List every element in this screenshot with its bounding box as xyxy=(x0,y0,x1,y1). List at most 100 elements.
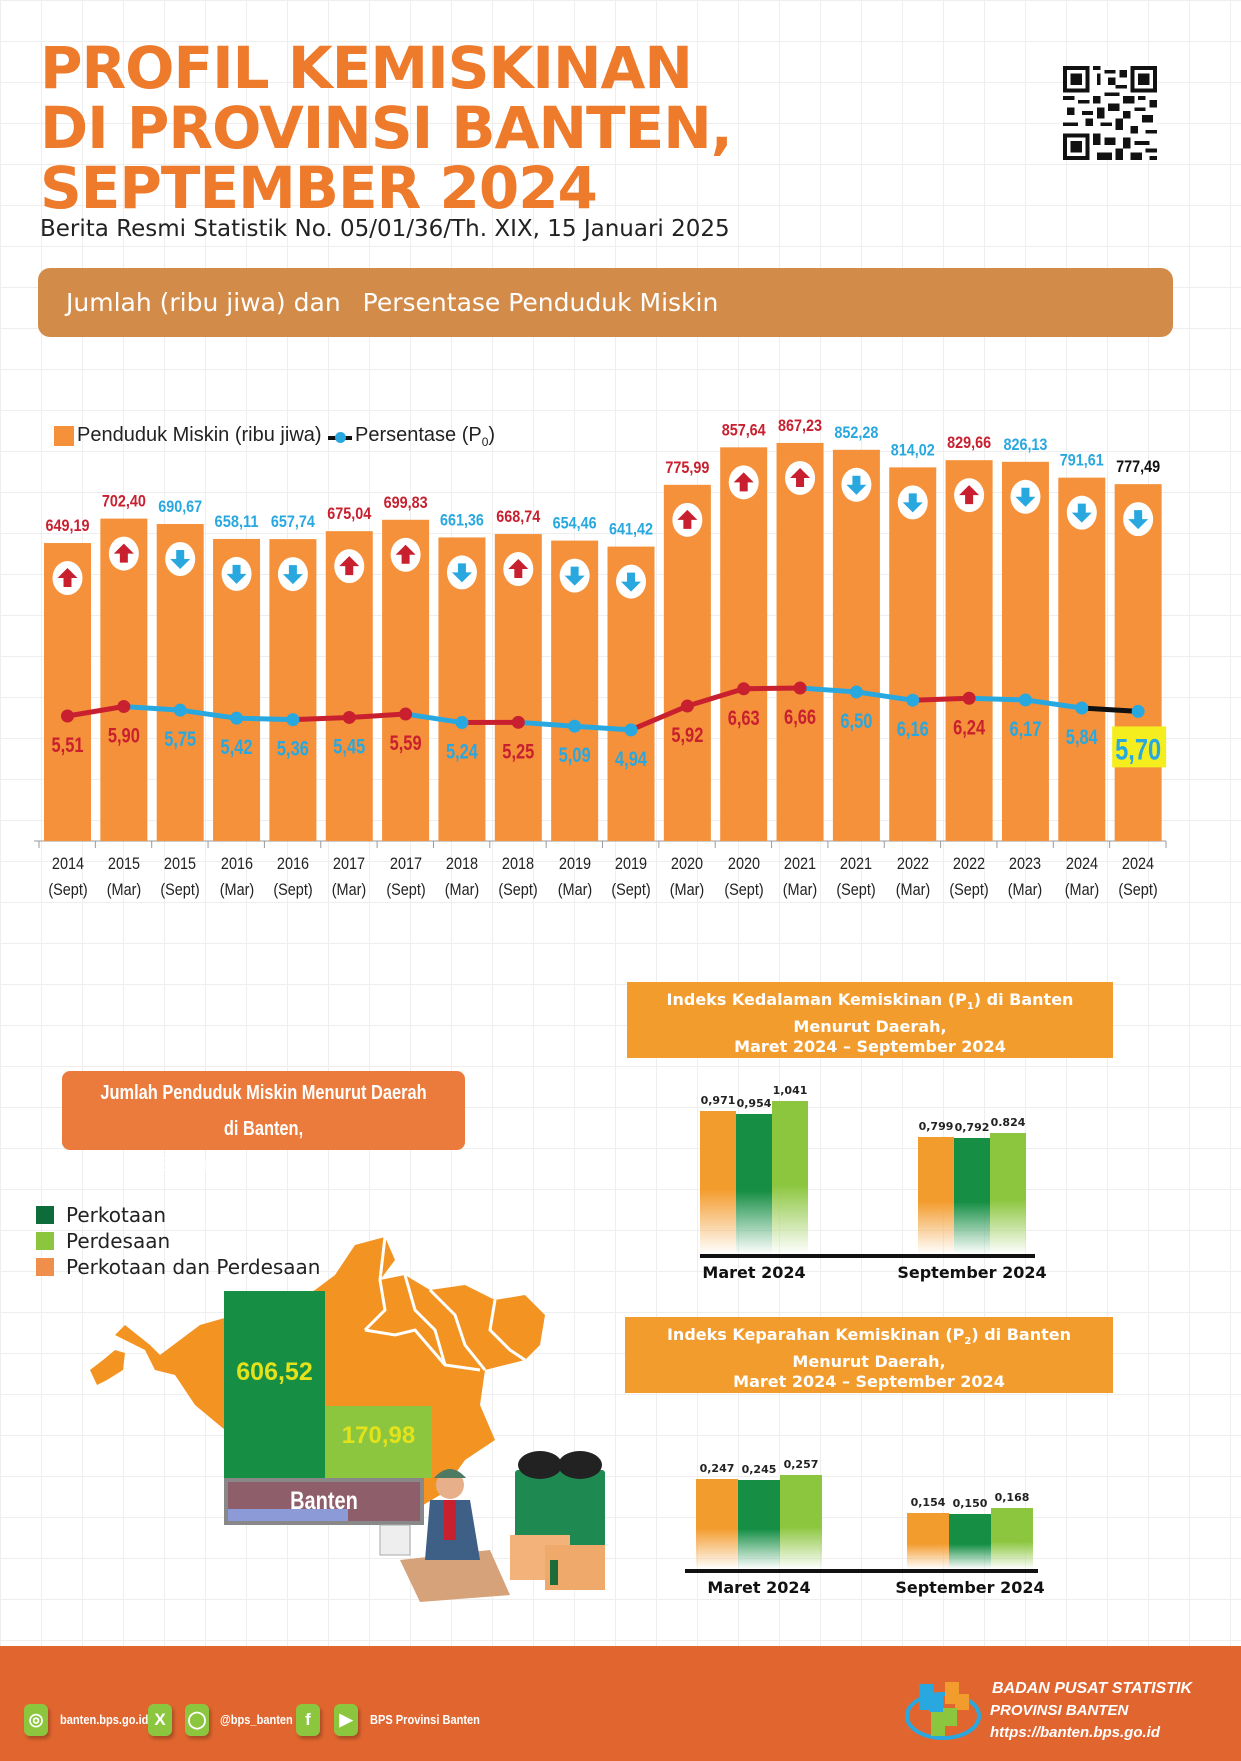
line-segment xyxy=(236,715,293,723)
x-axis-label: 2018 (Sept) xyxy=(494,851,542,903)
line-point xyxy=(1075,701,1089,715)
instagram-icon[interactable]: ◯ xyxy=(185,1704,209,1736)
daerah-legend-label: Perkotaan dan Perdesaan xyxy=(66,1255,321,1279)
x-label-year: 2020 xyxy=(671,854,704,873)
x-axis-label: 2015 (Sept) xyxy=(156,851,204,903)
mini-bar-value: 0,971 xyxy=(700,1094,736,1108)
x-label-year: 2018 xyxy=(445,854,479,873)
trend-badge xyxy=(503,552,534,587)
p1-title-line2: Menurut Daerah, xyxy=(793,1017,947,1037)
mini-axis-line xyxy=(685,1569,1038,1573)
line-value-label: 5,25 xyxy=(502,740,534,763)
mini-bar xyxy=(954,1137,990,1254)
org-province: PROVINSI BANTEN xyxy=(990,1702,1129,1719)
p2-title-line1b: ) di Banten xyxy=(971,1325,1072,1344)
line-value-label: 5,36 xyxy=(277,738,309,761)
website-link[interactable]: banten.bps.go.id xyxy=(60,1712,149,1727)
social-handle[interactable]: @bps_banten xyxy=(220,1712,293,1727)
channel-name[interactable]: BPS Provinsi Banten xyxy=(370,1712,480,1727)
line-point xyxy=(286,713,300,727)
arrow-down-icon xyxy=(846,475,867,495)
legend-item-penduduk: Penduduk Miskin (ribu jiwa) xyxy=(54,424,322,447)
mini-bar-value: 0,799 xyxy=(918,1119,954,1133)
arrow-up-icon xyxy=(57,568,78,588)
bar xyxy=(269,539,317,841)
daerah-legend-label: Perkotaan xyxy=(66,1203,167,1227)
bar-value-label: 657,74 xyxy=(271,512,315,531)
p2-title-sub: 2 xyxy=(964,1336,972,1348)
line-segment xyxy=(912,695,970,703)
legend-item-persentase: Persentase (P0) xyxy=(328,424,495,449)
bar xyxy=(213,538,261,841)
x-label-year: 2016 xyxy=(276,854,309,873)
mini-category-label: September 2024 xyxy=(895,1578,1045,1597)
arrow-down-icon xyxy=(1128,510,1149,530)
x-label-period: (Sept) xyxy=(724,880,764,899)
qr-code-icon[interactable] xyxy=(1063,66,1157,160)
mini-bar xyxy=(696,1478,738,1569)
arrow-up-icon xyxy=(733,472,754,492)
x-axis-label: 2018 (Mar) xyxy=(438,851,486,903)
line-value-label: 5,24 xyxy=(446,741,478,764)
mini-bar-value: 0,150 xyxy=(952,1497,988,1511)
x-label-period: (Mar) xyxy=(219,880,254,899)
line-segment xyxy=(1025,697,1083,711)
line-point xyxy=(399,707,413,721)
x-axis-label: 2020 (Sept) xyxy=(720,851,768,903)
x-label-period: (Sept) xyxy=(1118,880,1158,899)
bar-value-label: 668,74 xyxy=(496,507,540,526)
line-segment xyxy=(405,711,463,726)
mini-bar xyxy=(772,1100,808,1254)
p1-title-line1b: ) di Banten xyxy=(973,990,1074,1009)
section-banner: Jumlah (ribu jiwa) dan Persentase Pendudu… xyxy=(38,268,1173,337)
release-subtitle: Berita Resmi Statistik No. 05/01/36/Th. … xyxy=(40,216,730,242)
bar-value-label: 814,02 xyxy=(891,440,935,459)
x-axis-label: 2017 (Mar) xyxy=(325,851,373,903)
line-value-label: 6,16 xyxy=(897,718,929,741)
mini-bar-value: 0,954 xyxy=(736,1096,772,1110)
region-label: Banten xyxy=(290,1487,358,1515)
section-banner-part1: Jumlah (ribu jiwa) dan xyxy=(66,288,341,317)
line-segment xyxy=(574,723,632,733)
x-label-year: 2020 xyxy=(727,854,760,873)
line-value-label: 5,42 xyxy=(221,736,253,759)
x-icon[interactable]: X xyxy=(148,1704,172,1736)
p1-title-sub: 1 xyxy=(966,1001,974,1013)
x-axis-label: 2024 (Mar) xyxy=(1058,851,1106,903)
mini-bar xyxy=(736,1113,772,1254)
arrow-down-icon xyxy=(1071,503,1092,523)
mini-bar xyxy=(991,1507,1033,1569)
mini-bar xyxy=(780,1475,822,1569)
page-title-line-2: DI PROVINSI BANTEN, xyxy=(40,94,733,162)
x-axis-label: 2021 (Mar) xyxy=(776,851,824,903)
bar-value-label: 702,40 xyxy=(102,492,146,511)
line-segment xyxy=(123,704,181,713)
line-point xyxy=(737,682,751,696)
youtube-icon[interactable]: ▶ xyxy=(334,1704,358,1736)
arrow-down-icon xyxy=(564,566,585,586)
arrow-up-icon xyxy=(395,544,416,564)
bps-logo-icon xyxy=(905,1682,981,1740)
facebook-icon[interactable]: f xyxy=(296,1704,320,1736)
trend-badge xyxy=(616,564,646,599)
bar-value-label: 641,42 xyxy=(609,520,653,539)
bar xyxy=(438,537,486,841)
line-point xyxy=(849,685,863,699)
bar-value-label: 658,11 xyxy=(215,512,259,531)
x-label-year: 2015 xyxy=(107,854,140,873)
x-label-year: 2014 xyxy=(51,854,84,873)
x-axis-label: 2014 (Sept) xyxy=(44,851,92,903)
bar-value-label: 826,13 xyxy=(1003,435,1047,454)
daerah-legend-perdesaan: Perdesaan xyxy=(36,1229,170,1253)
bar xyxy=(720,447,768,841)
line-value-label: 6,17 xyxy=(1009,718,1041,741)
globe-icon[interactable]: ◎ xyxy=(24,1704,48,1736)
bar xyxy=(44,543,91,841)
x-axis-label: 2022 (Mar) xyxy=(889,851,937,903)
banten-map xyxy=(90,1236,545,1510)
x-label-year: 2022 xyxy=(896,854,929,873)
x-label-period: (Sept) xyxy=(160,880,200,899)
org-url[interactable]: https://banten.bps.go.id xyxy=(990,1724,1160,1741)
line-value-label: 5,45 xyxy=(333,735,365,758)
arrow-down-icon xyxy=(902,493,923,513)
